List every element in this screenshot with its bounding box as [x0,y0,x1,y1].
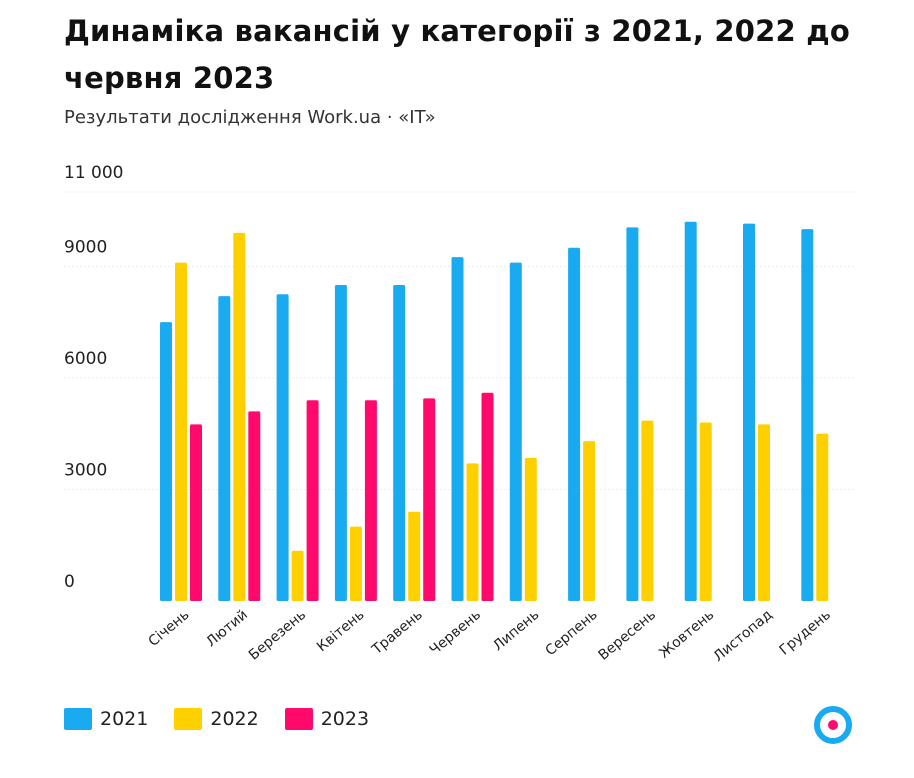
legend-label: 2022 [210,708,259,730]
x-tick-label: Червень [427,607,484,659]
bar-2021 [684,221,697,601]
legend-item: 2022 [174,708,259,730]
bar-2022 [175,262,187,601]
bar-2022 [233,232,246,601]
bar-2021 [218,296,231,601]
bar-2022 [758,424,770,601]
x-tick-label: Липень [490,607,542,654]
y-tick-label: 0 [64,572,75,592]
legend-swatch [64,708,92,730]
bar-2022 [699,422,712,601]
legend-label: 2023 [320,708,370,730]
legend-swatch [284,708,313,730]
bar-2022 [641,420,654,601]
y-tick-label: 6000 [64,349,107,369]
legend-swatch [174,708,203,730]
bar-2021 [509,262,522,601]
x-tick-label: Листопад [711,607,776,665]
bar-2023 [423,398,436,601]
bar-2022 [583,441,596,601]
legend-item: 2021 [64,708,148,730]
bar-2023 [190,424,202,601]
bar-2021 [801,229,814,601]
bar-2022 [524,457,537,601]
x-tick-label: Жовтень [656,607,717,662]
x-tick-label: Травень [369,607,426,659]
bar-2021 [568,247,581,602]
bar-2023 [306,400,319,601]
bar-2022 [816,433,829,601]
bar-2021 [626,227,639,601]
x-tick-label: Вересень [595,607,658,664]
x-tick-label: Січень [146,607,193,650]
bar-2021 [393,284,406,601]
bar-2022 [408,511,421,601]
bar-2022 [349,526,362,601]
y-tick-label: 9000 [64,237,107,257]
chart-title: Динаміка вакансій у категорії з 2021, 20… [64,14,850,95]
bar-2021 [743,223,755,601]
bar-2023 [481,392,494,601]
bar-2023 [248,411,261,601]
x-tick-label: Березень [246,607,309,664]
bar-2021 [334,284,347,601]
bar-2021 [160,322,172,601]
bar-2023 [364,400,377,601]
legend: 2021 2022 2023 [64,708,395,730]
x-tick-label: Серпень [543,607,601,659]
chart-subtitle: Результати дослідження Work.ua · «IT» [64,107,436,128]
x-tick-label: Квітень [314,607,367,655]
legend-item: 2023 [284,708,370,730]
y-tick-label: 3000 [64,460,107,480]
x-tick-label: Грудень [777,607,834,659]
bar-2022 [291,550,304,601]
bar-2021 [451,257,464,601]
bar-2022 [466,463,479,601]
bar-2021 [276,294,289,601]
x-tick-label: Лютий [203,607,251,651]
y-tick-label: 11 000 [64,163,123,183]
work-ua-logo-icon [813,705,853,749]
legend-label: 2021 [100,708,149,730]
